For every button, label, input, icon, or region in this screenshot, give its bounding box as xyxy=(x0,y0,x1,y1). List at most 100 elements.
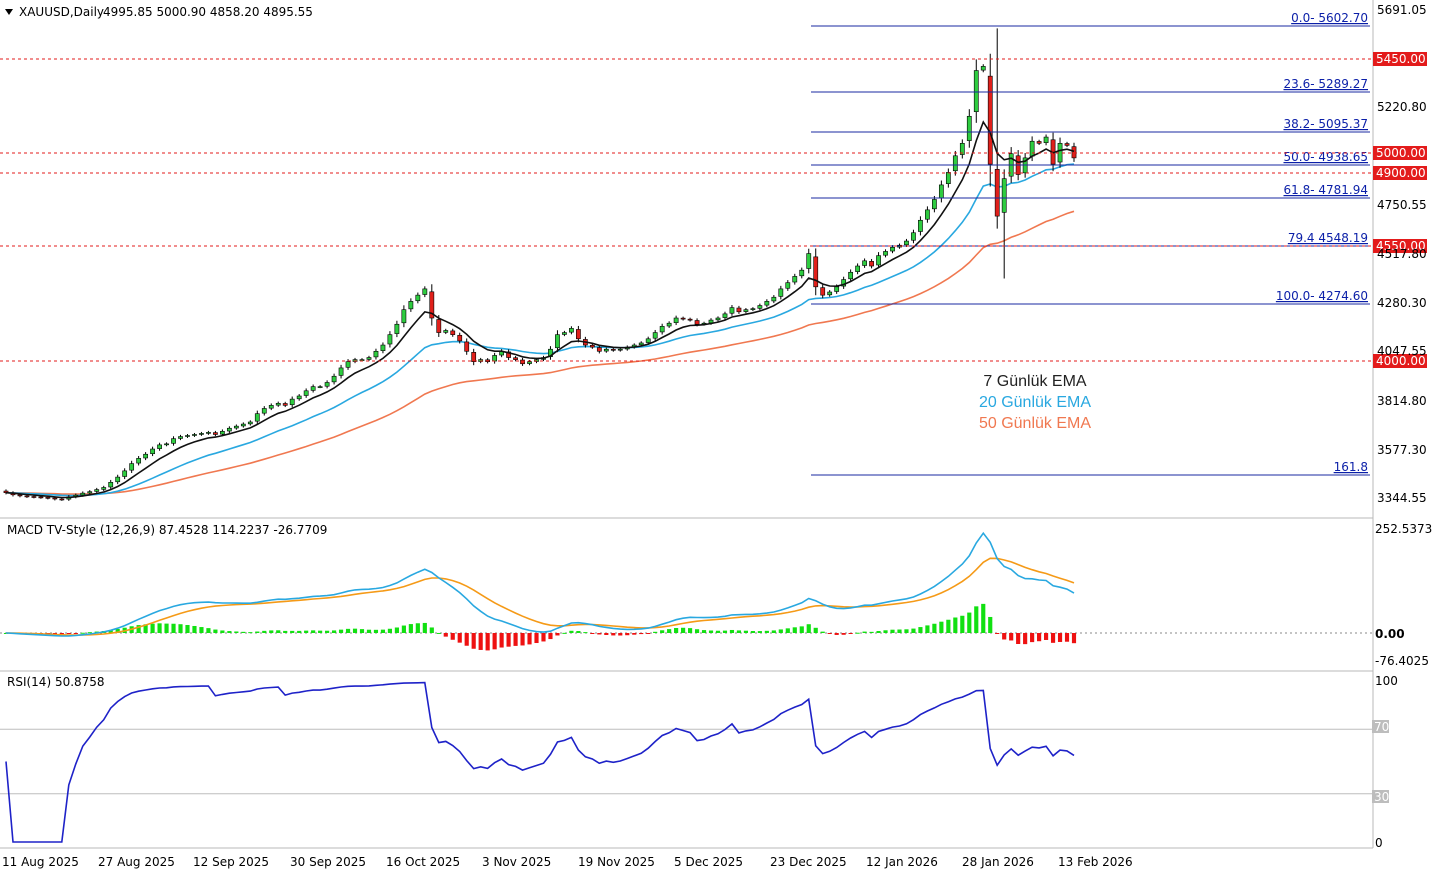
macd-histogram-bar xyxy=(646,633,651,634)
horizontal-levels[interactable]: 5450.00 5000.00 4900.00 4550.00 4000.00 xyxy=(0,52,1427,368)
macd-histogram-bar xyxy=(981,603,986,633)
candle-bull xyxy=(415,294,421,302)
candle-bear xyxy=(869,261,874,267)
date-tick-label: 11 Aug 2025 xyxy=(2,855,79,869)
candle-bear xyxy=(589,344,595,348)
macd-histogram-bar xyxy=(1030,633,1035,643)
rsi-tick-70-bg xyxy=(1372,720,1389,733)
macd-histogram-bar xyxy=(653,631,658,633)
macd-histogram-bar xyxy=(953,617,958,633)
macd-histogram-bar xyxy=(597,633,602,635)
macd-histogram-bar xyxy=(478,633,483,650)
candle-bull xyxy=(150,448,155,455)
macd-histogram-bar xyxy=(820,631,825,633)
candle-bull xyxy=(904,240,909,246)
candle-bull xyxy=(876,255,881,266)
macd-histogram-bar xyxy=(325,630,330,633)
candle-bull xyxy=(136,458,142,464)
macd-histogram-bar xyxy=(408,624,413,633)
candle-bear xyxy=(464,341,470,352)
candle-bull xyxy=(890,247,895,252)
macd-histogram-bar xyxy=(604,633,609,636)
candle-bull xyxy=(911,232,916,241)
macd-histogram-bar xyxy=(450,633,455,640)
candle-bull xyxy=(331,375,337,383)
date-tick-label: 27 Aug 2025 xyxy=(98,855,175,869)
fib-label: 50.0- 4938.65 xyxy=(1284,150,1369,164)
macd-histogram-bar xyxy=(946,619,951,633)
price-tick-label: 5691.05 xyxy=(1377,3,1427,17)
ema-50-line xyxy=(5,210,1075,495)
candle-bear xyxy=(513,357,518,360)
candle-bear xyxy=(687,318,693,321)
candle-bull xyxy=(527,361,532,364)
macd-histogram-bar xyxy=(548,633,553,640)
candle-bull xyxy=(1029,140,1035,157)
macd-histogram-bar xyxy=(276,630,281,633)
macd-histogram-bar xyxy=(681,627,686,633)
candle-bull xyxy=(171,438,176,444)
candle-bull xyxy=(764,301,770,306)
candle-bull xyxy=(317,386,323,388)
price-tick-label: 5220.80 xyxy=(1377,100,1427,114)
macd-histogram-bar xyxy=(576,630,581,633)
candle-bear xyxy=(59,498,65,501)
candle-bull xyxy=(122,470,128,477)
macd-histogram-bar xyxy=(304,630,309,633)
candle-bear xyxy=(38,496,44,499)
macd-histogram-bar xyxy=(890,629,895,633)
macd-histogram-bar xyxy=(318,630,323,633)
macd-histogram-bar xyxy=(143,624,148,633)
candle-bull xyxy=(220,431,225,435)
candle-bull xyxy=(652,332,658,339)
macd-histogram-bar xyxy=(331,630,337,633)
macd-histogram-bar xyxy=(171,623,176,633)
macd-histogram-bar xyxy=(555,633,560,636)
candle-bull xyxy=(932,199,937,210)
macd-histogram-bar xyxy=(366,629,372,633)
candle-bull xyxy=(233,425,239,429)
macd-histogram-bar xyxy=(869,631,874,633)
candle-bull xyxy=(952,155,958,172)
candle-bull xyxy=(268,405,274,409)
symbol-header[interactable]: XAUUSD,Daily 4995.85 5000.90 4858.20 489… xyxy=(5,5,313,19)
fibonacci-retracement[interactable]: 0.0- 5602.70 23.6- 5289.27 38.2- 5095.37 50… xyxy=(811,11,1370,476)
candle-bear xyxy=(994,169,1000,217)
candle-bear xyxy=(813,256,819,288)
candle-bull xyxy=(178,436,183,439)
candle-bull xyxy=(289,398,295,406)
candle-bull xyxy=(261,408,267,414)
candle-bear xyxy=(17,494,23,497)
macd-histogram-bar xyxy=(771,630,776,633)
macd-histogram-bar xyxy=(150,623,155,633)
macd-histogram-bar xyxy=(883,630,888,633)
macd-histogram-bar xyxy=(157,623,162,633)
candle-bull xyxy=(827,291,833,296)
macd-histogram-bar xyxy=(506,633,511,647)
macd-histogram-bar xyxy=(290,630,295,633)
macd-histogram-bar xyxy=(73,633,78,634)
macd-histogram-bar xyxy=(115,628,120,633)
dropdown-arrow-icon[interactable] xyxy=(5,9,13,15)
macd-histogram-bar xyxy=(1023,633,1028,645)
candle-bull xyxy=(226,427,232,432)
candle-bull xyxy=(750,308,756,310)
macd-histogram-bar xyxy=(1016,633,1021,645)
date-tick-label: 12 Jan 2026 xyxy=(866,855,938,869)
candle-bear xyxy=(576,329,581,340)
macd-histogram-bar xyxy=(485,633,490,651)
macd-histogram-bar xyxy=(764,630,769,633)
candle-bull xyxy=(659,326,665,333)
candle-bull xyxy=(973,70,979,113)
macd-histogram-bar xyxy=(380,629,386,633)
macd-histogram-bar xyxy=(394,627,399,633)
candle-bull xyxy=(938,184,944,199)
macd-histogram-bar xyxy=(387,628,393,633)
macd-histogram-bar xyxy=(625,633,630,636)
time-axis: 11 Aug 2025 27 Aug 2025 12 Sep 2025 30 Sep … xyxy=(2,855,1133,869)
macd-histogram-bar xyxy=(87,632,92,634)
macd-pane xyxy=(0,531,1373,651)
candle-bull xyxy=(883,251,888,256)
date-tick-label: 28 Jan 2026 xyxy=(962,855,1034,869)
